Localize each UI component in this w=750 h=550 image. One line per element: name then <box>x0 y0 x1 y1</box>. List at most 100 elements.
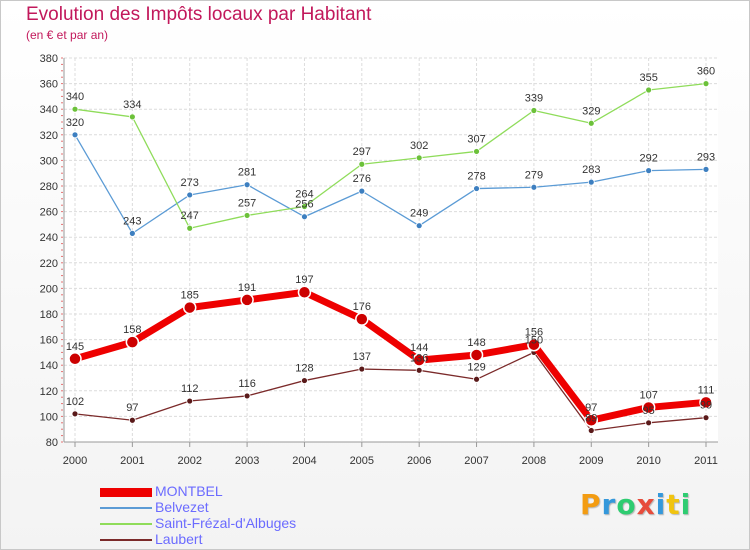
data-point <box>473 185 480 192</box>
data-point <box>530 183 538 191</box>
x-tick-label: 2004 <box>292 455 316 467</box>
data-point <box>702 80 710 87</box>
y-tick-label: 280 <box>40 181 58 193</box>
y-tick-label: 340 <box>40 104 58 116</box>
y-tick-label: 120 <box>40 386 58 398</box>
y-tick-label: 200 <box>40 283 58 295</box>
data-label: 264 <box>295 188 313 200</box>
data-point <box>128 113 136 121</box>
data-label: 302 <box>410 140 428 152</box>
data-label: 145 <box>66 341 84 353</box>
x-tick-label: 2006 <box>407 455 431 467</box>
x-tick-label: 2007 <box>464 455 488 467</box>
data-point <box>358 365 366 373</box>
data-point <box>301 213 308 221</box>
x-tick-label: 2011 <box>694 455 718 467</box>
logo-letter: P <box>580 488 602 521</box>
data-point <box>355 312 369 326</box>
data-label: 102 <box>66 396 84 408</box>
data-label: 249 <box>410 208 428 220</box>
data-point <box>415 366 423 374</box>
data-label: 111 <box>698 384 715 396</box>
data-point <box>587 119 595 127</box>
data-point <box>186 397 194 405</box>
data-point <box>527 337 541 352</box>
y-tick-label: 320 <box>40 130 58 142</box>
y-tick-label: 300 <box>40 155 58 167</box>
y-tick-label: 140 <box>40 360 58 372</box>
y-tick-label: 240 <box>40 232 58 244</box>
x-tick-label: 2008 <box>522 455 546 467</box>
plot-area <box>64 58 718 442</box>
data-label: 136 <box>410 352 428 364</box>
data-point <box>301 203 308 210</box>
x-tick-label: 2003 <box>235 455 259 467</box>
y-tick-label: 80 <box>46 437 58 449</box>
logo-letter: t <box>666 488 681 521</box>
y-tick-label: 160 <box>40 335 58 347</box>
data-label: 129 <box>467 361 485 373</box>
x-tick-label: 2001 <box>120 455 144 467</box>
data-point <box>587 178 595 186</box>
data-point <box>186 191 194 199</box>
data-point <box>243 392 251 400</box>
data-point <box>584 413 599 427</box>
data-point <box>68 352 82 366</box>
data-label: 329 <box>582 105 600 117</box>
data-label: 283 <box>582 164 600 176</box>
data-label: 292 <box>639 153 657 165</box>
y-tick-label: 220 <box>40 258 58 270</box>
data-label: 137 <box>353 351 371 363</box>
data-point <box>702 165 710 173</box>
logo-letter: i <box>655 488 667 521</box>
data-point <box>182 300 197 315</box>
data-label: 340 <box>66 91 84 103</box>
data-point <box>243 212 251 219</box>
data-label: 156 <box>525 327 543 339</box>
data-label: 278 <box>467 171 485 183</box>
data-label: 197 <box>295 274 313 286</box>
legend-swatch <box>100 539 152 541</box>
data-label: 128 <box>295 363 313 375</box>
data-label: 99 <box>700 400 712 412</box>
data-label: 112 <box>181 383 199 395</box>
chart-subtitle: (en € et par an) <box>26 28 109 42</box>
data-point <box>186 224 194 232</box>
data-label: 297 <box>353 146 371 158</box>
data-point <box>128 416 136 424</box>
data-label: 97 <box>585 402 597 414</box>
data-point <box>473 148 480 155</box>
legend-label: Belvezet <box>155 499 209 515</box>
data-point <box>71 105 79 113</box>
x-tick-label: 2005 <box>350 455 374 467</box>
series-line-belvezet <box>74 134 707 235</box>
data-label: 257 <box>238 197 256 209</box>
data-label: 355 <box>639 72 657 84</box>
data-point <box>645 419 653 427</box>
data-point <box>243 181 251 189</box>
data-point <box>358 187 366 195</box>
logo-letter: o <box>616 488 637 521</box>
data-point <box>645 167 653 175</box>
data-label: 95 <box>643 405 655 417</box>
data-label: 116 <box>238 378 256 390</box>
data-point <box>473 375 480 383</box>
y-tick-label: 180 <box>40 309 58 321</box>
data-label: 360 <box>697 66 715 78</box>
legend-label: Laubert <box>155 531 203 547</box>
y-tick-label: 260 <box>40 207 58 219</box>
data-label: 97 <box>126 402 138 414</box>
legend-label: Saint-Frézal-d'Albuges <box>155 515 297 531</box>
data-label: 158 <box>123 324 141 336</box>
data-label: 339 <box>525 92 543 104</box>
data-label: 148 <box>467 337 485 349</box>
proxiti-logo: Proxiti <box>580 488 691 521</box>
x-tick-label: 2009 <box>579 455 603 467</box>
x-tick-label: 2000 <box>63 455 87 467</box>
data-label: 334 <box>123 99 141 111</box>
data-label: 89 <box>585 412 597 424</box>
legend-label: MONTBEL <box>155 483 223 499</box>
data-point <box>358 160 366 168</box>
data-label: 243 <box>123 215 141 227</box>
